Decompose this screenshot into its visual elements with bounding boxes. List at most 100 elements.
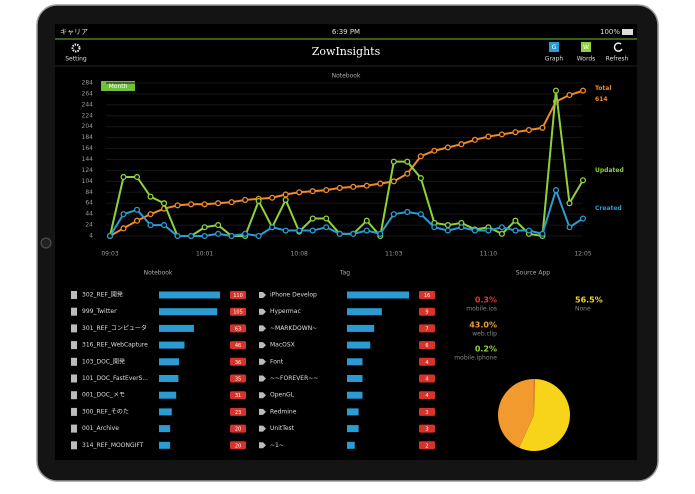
item-name[interactable]: ~MARKDOWN~	[270, 325, 317, 332]
source-percent: 0.3%	[475, 296, 497, 305]
data-point	[282, 191, 289, 198]
data-point	[215, 222, 222, 229]
month-button-bg	[101, 81, 135, 91]
count-text: 2	[425, 443, 428, 449]
count-bar	[347, 341, 371, 349]
notebook-icon	[71, 324, 77, 333]
tag-icon	[259, 308, 266, 315]
home-button[interactable]	[40, 237, 52, 249]
item-name[interactable]: 001_DOC_メモ	[82, 392, 125, 399]
count-badge	[419, 374, 435, 383]
count-bar	[159, 391, 177, 399]
count-text: 36	[235, 360, 241, 366]
x-tick-label: 11:10	[480, 251, 497, 258]
data-point	[161, 200, 168, 207]
item-name[interactable]: 999_Twitter	[82, 308, 117, 315]
data-point	[498, 131, 505, 138]
count-text: 46	[235, 343, 241, 349]
source-percent: 56.5%	[575, 296, 603, 305]
y-tick-label: 244	[82, 101, 94, 108]
notebook-icon	[71, 407, 77, 416]
item-name[interactable]: UnitTest	[270, 425, 295, 432]
count-text: 4	[425, 377, 428, 383]
count-bar	[159, 341, 185, 349]
count-text: 4	[425, 393, 428, 399]
y-tick-label: 164	[82, 145, 94, 152]
notebook-icon	[71, 424, 77, 433]
count-badge	[419, 391, 435, 400]
item-name[interactable]: iPhone Develop	[270, 292, 317, 299]
month-button[interactable]: Month	[101, 81, 135, 91]
refresh-icon	[613, 42, 623, 52]
data-point	[390, 158, 397, 165]
count-badge	[230, 441, 246, 450]
count-text: 6	[425, 343, 428, 349]
y-tick-label: 44	[85, 211, 93, 218]
data-point	[296, 227, 303, 234]
source-percent: 43.0%	[469, 321, 497, 330]
count-bar	[347, 425, 359, 433]
x-tick-label: 11:03	[385, 251, 402, 258]
words-label: Words	[577, 56, 596, 63]
source-percent: 0.2%	[475, 345, 497, 354]
item-name[interactable]: 001_Archive	[82, 425, 119, 432]
data-point	[579, 177, 587, 184]
data-point	[485, 227, 492, 234]
item-name[interactable]: Redmine	[270, 408, 297, 415]
item-name[interactable]: 314_REF_MOONGIFT	[82, 442, 144, 449]
y-tick-label: 124	[82, 167, 94, 174]
refresh-button[interactable]: Refresh	[606, 42, 629, 63]
data-point	[133, 173, 141, 181]
item-name[interactable]: OpenGL	[270, 392, 295, 399]
tag-icon	[259, 408, 266, 415]
data-point	[552, 87, 560, 94]
item-name[interactable]: 316_REF_WebCapture	[82, 342, 148, 349]
data-point	[404, 170, 411, 177]
item-name[interactable]: 301_REF_コンピュータ	[82, 324, 147, 332]
data-point	[579, 215, 587, 222]
count-badge	[419, 324, 435, 333]
battery-text: 100%	[600, 28, 620, 36]
data-point	[120, 173, 127, 181]
count-text: 4	[425, 360, 428, 366]
item-name[interactable]: Hypermac	[270, 308, 301, 315]
gear-icon	[71, 43, 81, 53]
count-text: 20	[235, 427, 241, 433]
count-bar	[159, 308, 218, 316]
count-badge	[230, 357, 246, 366]
data-point	[525, 227, 532, 234]
item-name[interactable]: 300_REF_そのた	[82, 408, 129, 415]
count-bar	[347, 441, 355, 449]
data-point	[579, 87, 587, 94]
item-name[interactable]: ~1~	[270, 442, 284, 449]
item-name[interactable]: Font	[270, 358, 284, 365]
item-name[interactable]: MacOSX	[270, 342, 295, 349]
y-tick-label: 224	[82, 112, 94, 119]
data-point	[471, 227, 478, 234]
data-point	[242, 196, 249, 203]
count-badge	[230, 407, 246, 416]
setting-button[interactable]: Setting	[65, 43, 87, 63]
item-name[interactable]: 103_DOC_開発	[82, 357, 125, 365]
data-point	[201, 224, 208, 231]
item-name[interactable]: ~~FOREVER~~	[270, 375, 318, 382]
data-point	[188, 232, 195, 240]
chart-title: Notebook	[332, 73, 361, 80]
data-point	[417, 153, 424, 160]
item-name[interactable]: 101_DOC_FastEverS...	[82, 375, 148, 382]
count-text: 7	[425, 326, 428, 332]
count-badge	[230, 374, 246, 383]
data-point	[485, 133, 492, 140]
item-name[interactable]: 302_REF_開発	[82, 291, 123, 299]
count-bar	[159, 358, 179, 366]
data-point	[377, 230, 384, 237]
graph-button[interactable]: G Graph	[545, 42, 564, 63]
carrier: キャリア	[60, 28, 88, 36]
source-name: mobile.ios	[466, 306, 497, 313]
count-badge	[419, 424, 435, 433]
count-text: 9	[425, 310, 428, 316]
words-icon-letter: W	[583, 44, 589, 51]
count-text: 3	[425, 427, 428, 433]
words-button[interactable]: W Words	[577, 42, 596, 63]
app-title: ZowInsights	[312, 45, 381, 58]
